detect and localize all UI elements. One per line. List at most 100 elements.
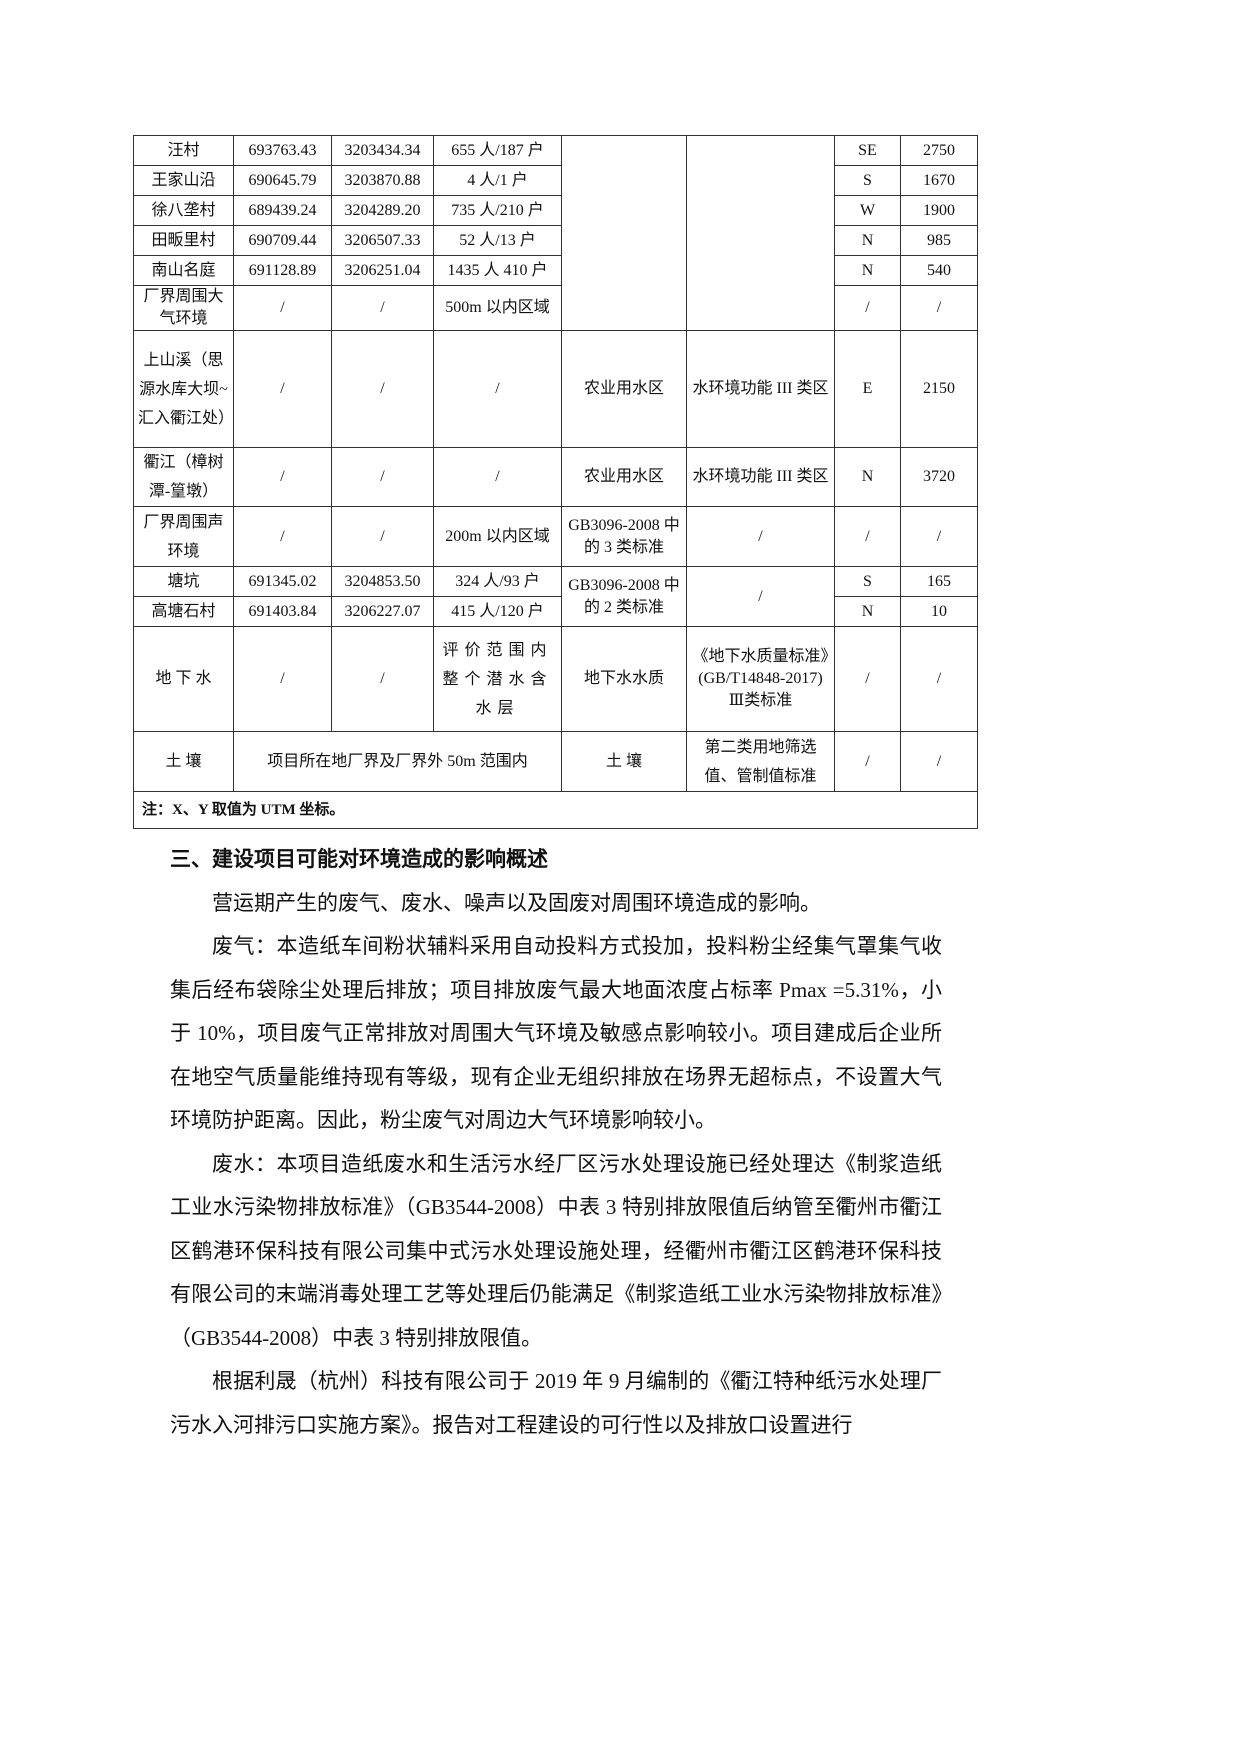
cell-dir: S [834,165,901,196]
cell-dir: N [834,225,901,256]
cell-name: 塘坑 [133,566,234,597]
cell-dist: 985 [900,225,978,256]
cell-dist: 2750 [900,135,978,166]
cell-dist: 1900 [900,195,978,226]
cell-std: 《地下水质量标准》(GB/T14848-2017)Ⅲ类标准 [686,626,835,732]
cell-dir: / [834,731,901,792]
cell-name: 田畈里村 [133,225,234,256]
cell-func: GB3096-2008 中的 3 类标准 [561,506,687,567]
paragraph: 废气：本造纸车间粉状辅料采用自动投料方式投加，投料粉尘经集气罩集气收集后经布袋除… [170,934,942,1132]
cell-scale: 52 人/13 户 [433,225,562,256]
cell-scale: / [433,447,562,507]
cell-name: 厂界周围声环境 [133,506,234,567]
impact-section: 三、建设项目可能对环境造成的影响概述 营运期产生的废气、废水、噪声以及固废对周围… [170,838,942,1447]
cell-name: 上山溪（思源水库大坝~汇入衢江处） [133,330,234,448]
cell-dir: N [834,447,901,507]
table-row: 王家山沿 690645.79 3203870.88 4 人/1 户 S 1670 [133,165,978,196]
cell-dist: / [900,506,978,567]
section-heading: 三、建设项目可能对环境造成的影响概述 [170,847,548,871]
cell-scale: 项目所在地厂界及厂界外 50m 范围内 [233,731,562,792]
table-row: 厂界周围声环境 / / 200m 以内区域 GB3096-2008 中的 3 类… [133,506,978,567]
cell-func: 农业用水区 [561,330,687,448]
cell-y: 3206507.33 [331,225,434,256]
cell-dir: / [834,506,901,567]
cell-y: / [331,447,434,507]
table-row: 高塘石村 691403.84 3206227.07 415 人/120 户 N … [133,596,978,627]
cell-name: 土 壤 [133,731,234,792]
sensitive-receptors-table: 汪村 693763.43 3203434.34 655 人/187 户 SE 2… [133,135,978,829]
cell-func: GB3096-2008 中的 2 类标准 [561,566,687,627]
cell-name: 地 下 水 [133,626,234,732]
cell-name: 南山名庭 [133,255,234,286]
cell-func: 地下水水质 [561,626,687,732]
cell-name: 高塘石村 [133,596,234,627]
cell-y: 3206227.07 [331,596,434,627]
cell-scale: 评价范围内整个潜水含水层 [433,626,562,732]
cell-std: 水环境功能 III 类区 [686,330,835,448]
cell-dir: / [834,285,901,331]
cell-scale: 324 人/93 户 [433,566,562,597]
table-row: 南山名庭 691128.89 3206251.04 1435 人 410 户 N… [133,255,978,286]
cell-dist: / [900,626,978,732]
cell-name: 汪村 [133,135,234,166]
cell-x: 693763.43 [233,135,332,166]
cell-dir: N [834,596,901,627]
cell-y: 3203434.34 [331,135,434,166]
table-row: 汪村 693763.43 3203434.34 655 人/187 户 SE 2… [133,135,978,331]
cell-name: 厂界周围大气环境 [133,285,234,331]
table-row: 土 壤 项目所在地厂界及厂界外 50m 范围内 土 壤 第二类用地筛选值、管制值… [133,731,978,792]
cell-scale: / [433,330,562,448]
cell-dir: SE [834,135,901,166]
paragraph: 营运期产生的废气、废水、噪声以及固废对周围环境造成的影响。 [212,890,821,915]
cell-name: 徐八垄村 [133,195,234,226]
cell-scale: 655 人/187 户 [433,135,562,166]
cell-dir: / [834,626,901,732]
cell-std: / [686,506,835,567]
cell-y: 3206251.04 [331,255,434,286]
cell-y: 3204853.50 [331,566,434,597]
cell-dist: / [900,285,978,331]
cell-x: 691403.84 [233,596,332,627]
cell-std: 水环境功能 III 类区 [686,447,835,507]
table-row: 厂界周围大气环境 / / 500m 以内区域 / / [133,285,978,331]
cell-std: 第二类用地筛选值、管制值标准 [686,731,835,792]
cell-y: 3204289.20 [331,195,434,226]
cell-dist: 10 [900,596,978,627]
cell-x: / [233,285,332,331]
cell-dist: 3720 [900,447,978,507]
paragraph: 废水：本项目造纸废水和生活污水经厂区污水处理设施已经处理达《制浆造纸工业水污染物… [170,1151,942,1350]
cell-dir: N [834,255,901,286]
table-row: 徐八垄村 689439.24 3204289.20 735 人/210 户 W … [133,195,978,226]
table-row: 上山溪（思源水库大坝~汇入衢江处） / / / 农业用水区 水环境功能 III … [133,330,978,448]
cell-std-empty [686,135,835,331]
cell-x: 691345.02 [233,566,332,597]
cell-x: / [233,506,332,567]
cell-scale: 200m 以内区域 [433,506,562,567]
cell-x: 689439.24 [233,195,332,226]
cell-scale: 1435 人 410 户 [433,255,562,286]
paragraph: 根据利晟（杭州）科技有限公司于 2019 年 9 月编制的《衢江特种纸污水处理厂… [170,1369,942,1437]
cell-x: / [233,330,332,448]
cell-y: / [331,285,434,331]
table-row: 衢江（樟树潭-篁墩） / / / 农业用水区 水环境功能 III 类区 N 37… [133,447,978,507]
cell-y: 3203870.88 [331,165,434,196]
cell-scale: 4 人/1 户 [433,165,562,196]
cell-x: 690709.44 [233,225,332,256]
cell-y: / [331,330,434,448]
cell-dist: 165 [900,566,978,597]
cell-y: / [331,506,434,567]
cell-scale: 415 人/120 户 [433,596,562,627]
cell-dist: 2150 [900,330,978,448]
cell-name: 王家山沿 [133,165,234,196]
table-row: 田畈里村 690709.44 3206507.33 52 人/13 户 N 98… [133,225,978,256]
cell-x: / [233,626,332,732]
table-row: 地 下 水 / / 评价范围内整个潜水含水层 地下水水质 《地下水质量标准》(G… [133,626,978,732]
cell-func-empty [561,135,687,331]
cell-func: 土 壤 [561,731,687,792]
table-note: 注：X、Y 取值为 UTM 坐标。 [133,791,978,829]
table-row: 塘坑 691345.02 3204853.50 324 人/93 户 GB309… [133,566,978,627]
table-note-row: 注：X、Y 取值为 UTM 坐标。 [133,791,978,829]
cell-dir: E [834,330,901,448]
cell-dir: S [834,566,901,597]
cell-x: / [233,447,332,507]
